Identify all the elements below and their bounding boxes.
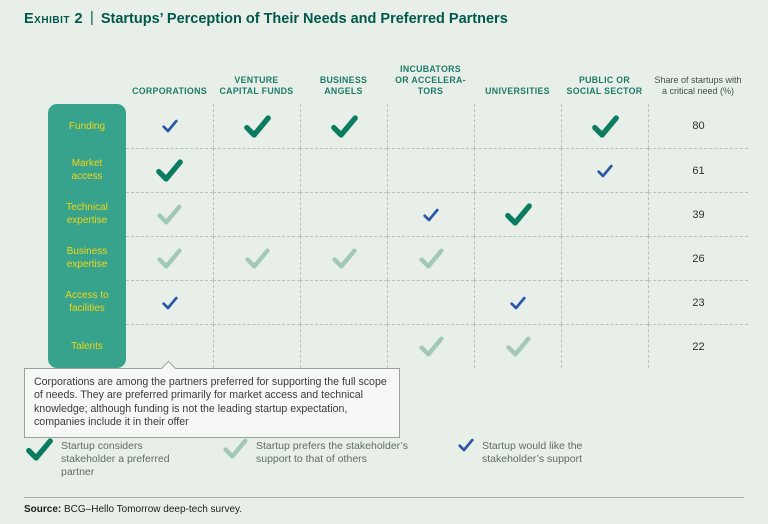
- callout-text: Corporations are among the partners pref…: [34, 376, 387, 429]
- prefers-check-icon: [418, 336, 444, 357]
- share-value-technical-expertise: 39: [648, 192, 748, 236]
- would-like-check-icon: [161, 296, 178, 309]
- row-label-business-expertise: Business expertise: [66, 246, 108, 270]
- cell-access-to-facilities-incubators-or-accelera-tors: [387, 280, 474, 324]
- row-label-market-access: Market access: [71, 158, 103, 182]
- legend-label-would-like: Startup would like the stakeholder’s sup…: [482, 440, 583, 466]
- legend-item-prefers: Startup prefers the stakeholder’s suppor…: [223, 438, 434, 479]
- cell-talents-public-or-social-sector: [561, 324, 648, 368]
- share-value-access-to-facilities: 23: [648, 280, 748, 324]
- would-like-check-icon: [458, 438, 474, 452]
- cell-technical-expertise-business-angels: [300, 192, 387, 236]
- row-label-talents: Talents: [71, 340, 103, 352]
- cell-funding-corporations: [126, 104, 213, 148]
- cell-access-to-facilities-venture-capital-funds: [213, 280, 300, 324]
- cell-market-access-venture-capital-funds: [213, 148, 300, 192]
- prefers-check-icon: [331, 248, 357, 269]
- prefers-check-icon: [223, 438, 248, 459]
- prefers-check-icon: [223, 438, 248, 464]
- legend: Startup considers stakeholder a preferre…: [26, 438, 632, 479]
- column-header-universities: UNIVERSITIES: [485, 86, 550, 97]
- cell-market-access-incubators-or-accelera-tors: [387, 148, 474, 192]
- source-label: Source:: [24, 504, 62, 515]
- prefers-check-icon: [157, 204, 182, 225]
- column-header-public-or-social-sector: PUBLIC OR SOCIAL SECTOR: [566, 75, 643, 97]
- cell-technical-expertise-universities: [474, 192, 561, 236]
- share-value-funding: 80: [648, 104, 748, 148]
- row-label-technical-expertise: Technical expertise: [66, 202, 108, 226]
- would-like-check-icon: [161, 119, 178, 133]
- cell-technical-expertise-incubators-or-accelera-tors: [387, 192, 474, 236]
- cell-talents-venture-capital-funds: [213, 324, 300, 368]
- prefers-check-icon: [418, 248, 444, 269]
- legend-label-preferred: Startup considers stakeholder a preferre…: [61, 440, 170, 479]
- matrix-grid: CORPORATIONS VENTURE CAPITAL FUNDS BUSINES…: [48, 40, 748, 368]
- share-column-header: Share of startups with a critical need (…: [654, 74, 742, 96]
- cell-technical-expertise-corporations: [126, 192, 213, 236]
- cell-talents-universities: [474, 324, 561, 368]
- cell-market-access-corporations: [126, 148, 213, 192]
- footer: Source: BCG–Hello Tomorrow deep-tech sur…: [24, 497, 744, 515]
- row-label-band: [48, 104, 126, 368]
- cell-funding-universities: [474, 104, 561, 148]
- cell-business-expertise-incubators-or-accelera-tors: [387, 236, 474, 280]
- preferred-check-icon: [156, 159, 183, 182]
- cell-funding-business-angels: [300, 104, 387, 148]
- cell-business-expertise-corporations: [126, 236, 213, 280]
- cell-access-to-facilities-corporations: [126, 280, 213, 324]
- would-like-check-icon: [510, 296, 526, 309]
- prefers-check-icon: [505, 336, 531, 357]
- share-value-business-expertise: 26: [648, 236, 748, 280]
- cell-funding-venture-capital-funds: [213, 104, 300, 148]
- cell-access-to-facilities-universities: [474, 280, 561, 324]
- preferred-check-icon: [26, 438, 53, 466]
- cell-market-access-public-or-social-sector: [561, 148, 648, 192]
- legend-item-preferred: Startup considers stakeholder a preferre…: [26, 438, 199, 479]
- cell-technical-expertise-public-or-social-sector: [561, 192, 648, 236]
- cell-business-expertise-venture-capital-funds: [213, 236, 300, 280]
- prefers-check-icon: [157, 248, 182, 269]
- share-value-talents: 22: [648, 324, 748, 368]
- row-label-funding: Funding: [68, 120, 106, 132]
- column-header-corporations: CORPORATIONS: [132, 86, 207, 97]
- title-separator: |: [90, 10, 94, 26]
- preferred-check-icon: [26, 438, 53, 461]
- callout-box: Corporations are among the partners pref…: [24, 360, 400, 439]
- cell-talents-incubators-or-accelera-tors: [387, 324, 474, 368]
- prefers-check-icon: [244, 248, 270, 269]
- source-text: BCG–Hello Tomorrow deep-tech survey.: [61, 504, 243, 515]
- preferred-check-icon: [243, 114, 271, 138]
- column-header-incubators-or-accelera-tors: INCUBATORS OR ACCELERA-TORS: [395, 64, 466, 97]
- cell-business-expertise-public-or-social-sector: [561, 236, 648, 280]
- legend-item-would-like: Startup would like the stakeholder’s sup…: [458, 438, 632, 479]
- cell-funding-public-or-social-sector: [561, 104, 648, 148]
- would-like-check-icon: [423, 208, 439, 221]
- preferred-check-icon: [591, 114, 619, 138]
- cell-access-to-facilities-public-or-social-sector: [561, 280, 648, 324]
- would-like-check-icon: [458, 438, 474, 457]
- row-label-access-to-facilities: Access to facilities: [65, 290, 109, 314]
- needs-partners-matrix: CORPORATIONS VENTURE CAPITAL FUNDS BUSINES…: [48, 40, 748, 368]
- matrix-corner: [48, 40, 126, 104]
- cell-market-access-universities: [474, 148, 561, 192]
- share-value-market-access: 61: [648, 148, 748, 192]
- exhibit-title: Exhibit 2 | Startups’ Perception of Their …: [24, 10, 508, 27]
- preferred-check-icon: [330, 114, 358, 138]
- exhibit-label: Exhibit 2: [24, 11, 84, 27]
- cell-funding-incubators-or-accelera-tors: [387, 104, 474, 148]
- legend-label-prefers: Startup prefers the stakeholder’s suppor…: [256, 440, 408, 466]
- cell-market-access-business-angels: [300, 148, 387, 192]
- cell-business-expertise-business-angels: [300, 236, 387, 280]
- cell-talents-corporations: [126, 324, 213, 368]
- cell-technical-expertise-venture-capital-funds: [213, 192, 300, 236]
- column-header-business-angels: BUSINESS ANGELS: [319, 75, 368, 97]
- column-header-venture-capital-funds: VENTURE CAPITAL FUNDS: [219, 75, 294, 97]
- would-like-check-icon: [597, 164, 613, 177]
- preferred-check-icon: [504, 203, 532, 226]
- cell-business-expertise-universities: [474, 236, 561, 280]
- cell-talents-business-angels: [300, 324, 387, 368]
- title-text: Startups’ Perception of Their Needs and …: [100, 11, 508, 27]
- cell-access-to-facilities-business-angels: [300, 280, 387, 324]
